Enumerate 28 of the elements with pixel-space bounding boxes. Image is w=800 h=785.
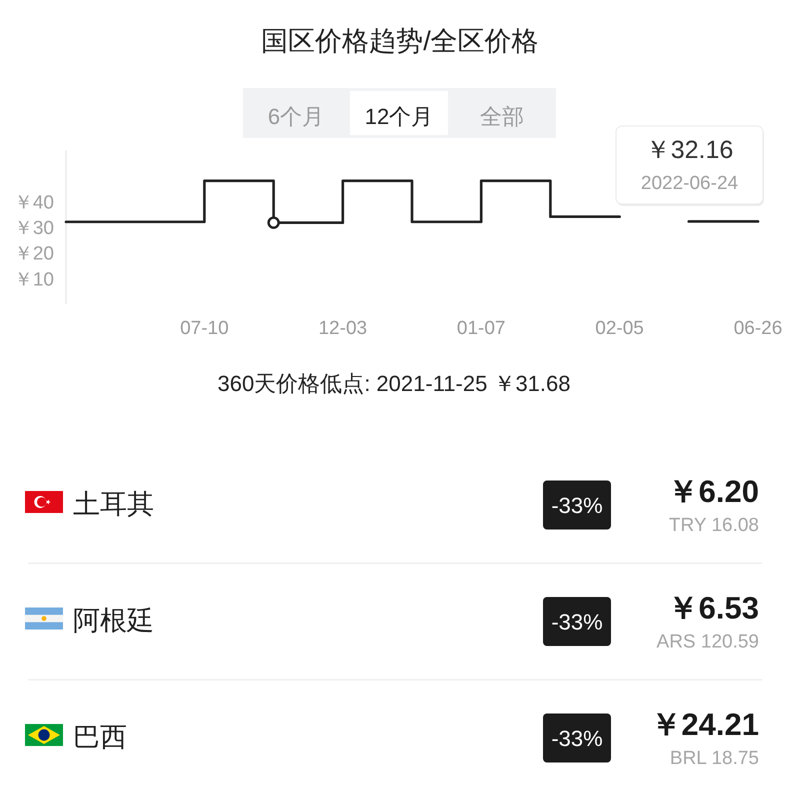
tooltip-value: ￥32.16 (646, 136, 734, 164)
y-tick-label: ￥20 (14, 244, 54, 265)
country: 阿根廷 (73, 606, 154, 636)
x-tick-label: 02-05 (595, 318, 644, 339)
badge-label: -33% (551, 493, 603, 518)
x-tick-label: 12-03 (318, 318, 368, 339)
x-tick-label: 01-07 (456, 318, 506, 339)
price: ￥6.20 (668, 474, 759, 509)
y-tick-label: ￥10 (14, 269, 54, 290)
x-tick-label: 07-10 (180, 318, 229, 339)
y-tick-label: ￥30 (14, 218, 54, 239)
price: ￥6.53 (668, 590, 759, 626)
country: 土耳其 (73, 489, 154, 519)
tab-label: 12个月 (364, 104, 434, 129)
x-tick-label: 06-26 (734, 318, 782, 339)
annotation: 360天价格低点: 2021-11-25 ￥31.68 (218, 371, 570, 396)
badge-label: -33% (551, 726, 603, 751)
local-price: BRL 18.75 (670, 748, 759, 769)
local-price: ARS 120.59 (656, 632, 759, 652)
price: ￥24.21 (650, 707, 759, 742)
title: 国区价格趋势/全区价格 (261, 26, 539, 56)
y-tick-label: ￥40 (14, 192, 54, 214)
tab-label: 6个月 (268, 104, 324, 129)
badge-label: -33% (551, 610, 603, 634)
tooltip-date: 2022-06-24 (640, 173, 738, 194)
country: 巴西 (73, 722, 127, 752)
local-price: TRY 16.08 (668, 515, 759, 536)
tab-label: 全部 (480, 104, 524, 129)
